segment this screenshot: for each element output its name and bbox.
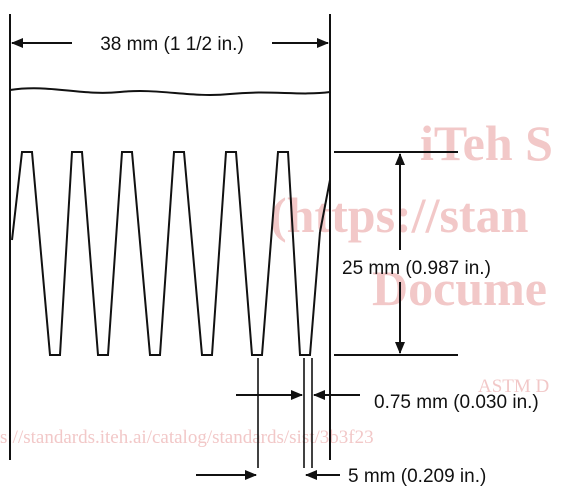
width-label: 38 mm (1 1/2 in.) [100, 34, 244, 55]
watermark-line-5: s://standards.iteh.ai/catalog/standards/… [0, 427, 374, 448]
height-label: 25 mm (0.987 in.) [342, 258, 491, 279]
specimen-outline [9, 14, 331, 460]
gap-label: 0.75 mm (0.030 in.) [374, 392, 539, 413]
watermark-line-3: Docume [372, 260, 547, 316]
width-dimension: 38 mm (1 1/2 in.) [11, 34, 329, 55]
height-dimension: 25 mm (0.987 in.) [334, 151, 491, 356]
pitch-dimension: 5 mm (0.209 in.) [196, 466, 486, 487]
watermark-line-1: iTeh S [420, 115, 553, 171]
watermark-line-4: ASTM D [478, 376, 549, 397]
pitch-label: 5 mm (0.209 in.) [348, 466, 486, 487]
zigzag-cut [11, 151, 321, 356]
break-line [9, 87, 331, 96]
zigzag-cut-end [319, 179, 331, 233]
gap-dimension: 0.75 mm (0.030 in.) [236, 358, 539, 468]
